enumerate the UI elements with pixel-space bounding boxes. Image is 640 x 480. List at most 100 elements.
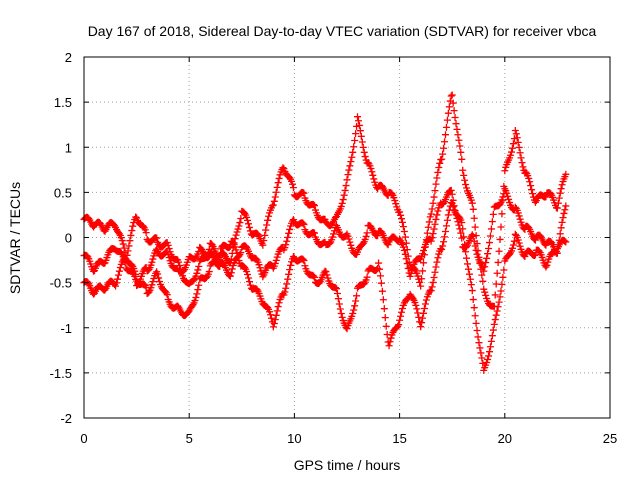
data-point [127,231,135,239]
y-axis-label: SDTVAR / TECUs [7,182,23,294]
data-point [442,228,450,236]
data-point [485,348,493,356]
data-point [310,273,318,281]
data-point [101,286,109,294]
data-point [447,186,455,194]
data-point [402,239,410,247]
data-point [120,256,128,264]
data-point [457,148,465,156]
data-point [528,186,536,194]
data-point [558,218,566,226]
data-point [481,263,489,271]
data-point [463,243,471,251]
data-point [153,234,161,242]
data-point [175,258,183,266]
x-tick-label: 0 [80,431,87,446]
data-point [244,274,252,282]
data-point [450,202,458,210]
data-point [419,267,427,275]
data-point [394,322,402,330]
data-point [433,174,441,182]
data-point [120,244,128,252]
data-point [508,144,516,152]
data-point [360,280,368,288]
chart-title: Day 167 of 2018, Sidereal Day-to-day VTE… [88,23,597,39]
data-point [267,314,275,322]
data-point [445,103,453,111]
data-point [505,195,513,203]
data-point [431,268,439,276]
data-point [310,201,318,209]
data-point [521,252,529,260]
data-point [273,183,281,191]
data-point [488,332,496,340]
data-point [246,281,254,289]
data-point [427,237,435,245]
data-point [456,142,464,150]
data-point [269,323,277,331]
data-point [448,91,456,99]
data-point [332,284,340,292]
data-point [234,225,242,233]
data-point [338,199,346,207]
data-point [478,354,486,362]
data-point [351,136,359,144]
data-point [378,287,386,295]
data-point [269,201,277,209]
data-point [562,170,570,178]
data-point [427,287,435,295]
data-point [468,199,476,207]
data-point [244,271,252,279]
data-point [149,278,157,286]
data-point [420,259,428,267]
data-point [494,258,502,266]
data-point [434,254,442,262]
data-point [441,233,449,241]
data-point [470,237,478,245]
data-point [455,136,463,144]
data-point [272,256,280,264]
data-point [148,258,156,266]
data-point [392,200,400,208]
data-point [399,223,407,231]
data-point [348,153,356,161]
data-point [562,202,570,210]
data-point [375,259,383,267]
data-point [391,197,399,205]
data-point [436,159,444,167]
data-point [241,209,249,217]
data-point [454,131,462,139]
data-point [556,189,564,197]
data-point [508,244,516,252]
data-point [442,123,450,131]
data-point [356,127,364,135]
data-point [473,250,481,258]
data-point [408,266,416,274]
data-point [422,296,430,304]
data-point [275,174,283,182]
data-point [482,259,490,267]
data-point [472,319,480,327]
data-point [470,304,478,312]
data-point [119,240,127,248]
data-point [519,163,527,171]
data-point [403,260,411,268]
data-point [440,144,448,152]
data-point [399,243,407,251]
data-point [345,166,353,174]
data-point [427,210,435,218]
data-point [274,303,282,311]
data-point [85,215,93,223]
data-point [227,269,235,277]
data-point [487,337,495,345]
data-point [511,127,519,135]
data-point [192,254,200,262]
data-point [509,140,517,148]
data-point [504,192,512,200]
data-point [336,305,344,313]
data-point [156,278,164,286]
data-point [340,191,348,199]
series-track-c [80,185,570,290]
data-point [283,237,291,245]
data-point [438,246,446,254]
